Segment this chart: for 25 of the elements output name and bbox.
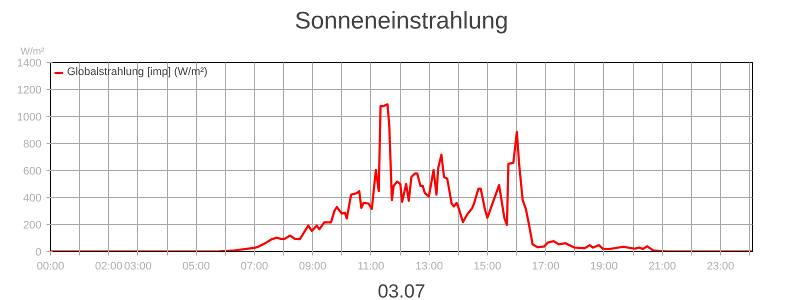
x-tick-label: 00:00 [36, 260, 64, 272]
y-tick-label: 1200 [17, 84, 42, 96]
y-axis-title: W/m² [20, 46, 46, 58]
y-tick-label: 1000 [17, 112, 42, 124]
x-tick-label: 15:00 [474, 260, 502, 272]
x-tick-label: 09:00 [298, 260, 326, 272]
x-tick-label: 23:00 [706, 260, 734, 272]
y-tick-label: 200 [23, 220, 42, 232]
legend-label: Globalstrahlung [imp] (W/m²) [67, 66, 208, 78]
x-tick-label: 19:00 [590, 260, 618, 272]
y-tick-label: 800 [23, 138, 42, 150]
x-tick-label: 17:00 [532, 260, 560, 272]
x-tick-label: 03:00 [124, 260, 152, 272]
y-tick-label: 0 [35, 246, 42, 258]
x-axis-title: 03.07 [378, 282, 426, 300]
x-tick-label: 02:00 [94, 260, 123, 272]
y-tick-label: 600 [23, 166, 42, 178]
chart-title: Sonneneinstrahlung [294, 8, 508, 34]
x-tick-label: 11:00 [358, 260, 384, 272]
x-tick-label: 21:00 [648, 260, 676, 272]
x-tick-label: 13:00 [415, 260, 443, 272]
y-tick-label: 1400 [17, 58, 42, 70]
y-tick-label: 400 [23, 192, 42, 204]
x-tick-label: 05:00 [182, 260, 210, 272]
x-tick-label: 07:00 [240, 260, 268, 272]
